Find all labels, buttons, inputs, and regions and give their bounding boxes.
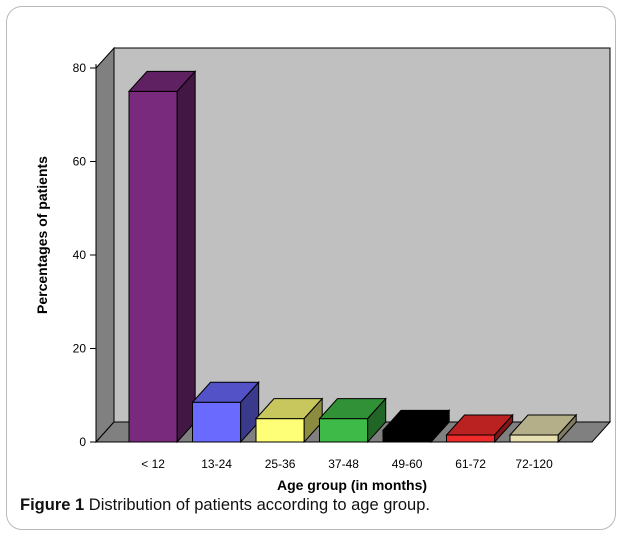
bar-front [382,429,432,443]
y-tick-label: 20 [73,342,87,356]
bar-25-36 [254,397,324,444]
x-tick-label: 37-48 [328,457,359,471]
bar-61-72 [445,413,514,444]
x-tick-label: 49-60 [392,457,423,471]
side-wall [95,46,115,444]
bar-side [494,413,514,444]
y-axis-title: Percentages of patients [34,156,50,314]
bar-front [255,418,305,443]
figure-caption: Figure 1 Distribution of patients accord… [20,496,610,515]
bar-49-60 [381,409,451,444]
x-tick-label: 25-36 [265,457,296,471]
y-tick-label: 0 [79,435,86,449]
y-tick-label: 40 [73,248,87,262]
bar-37-48 [318,397,387,444]
bar-front [128,90,178,443]
x-axis: < 12 13-24 25-36 37-48 49-60 61-72 72-120 [141,457,553,471]
x-tick-label: < 12 [141,457,165,471]
bar-side [176,70,196,444]
y-tick-label: 60 [73,155,87,169]
bars [127,70,578,444]
bar-side [557,413,577,444]
figure-caption-text: Distribution of patients according to ag… [88,496,430,514]
bar-front [319,418,369,443]
x-tick-label: 61-72 [455,457,486,471]
bar-front [192,401,242,443]
bar-< 12 [127,70,197,444]
bar-chart: 0 20 40 60 80 < 12 13-24 25-36 37-48 49-60 61-72 7… [34,46,612,493]
y-axis: 0 20 40 60 80 [73,61,97,449]
bar-72-120 [508,413,578,444]
x-tick-label: 13-24 [201,457,232,471]
y-tick-label: 80 [73,61,87,75]
bar-13-24 [191,380,260,444]
bar-front [509,434,559,443]
x-tick-label: 72-120 [515,457,553,471]
bar-side [430,409,450,444]
figure-label: Figure 1 [20,496,85,514]
bar-side [367,397,387,444]
x-axis-title: Age group (in months) [277,477,427,493]
bar-front [446,434,496,443]
